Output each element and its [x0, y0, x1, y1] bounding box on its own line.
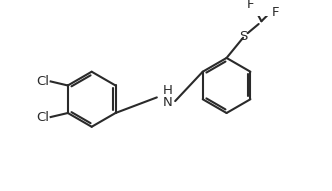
Text: F: F: [272, 6, 279, 19]
Text: F: F: [247, 0, 254, 11]
Text: Cl: Cl: [36, 111, 49, 124]
Text: H
N: H N: [163, 84, 173, 109]
Text: S: S: [239, 30, 247, 43]
Text: Cl: Cl: [36, 75, 49, 88]
